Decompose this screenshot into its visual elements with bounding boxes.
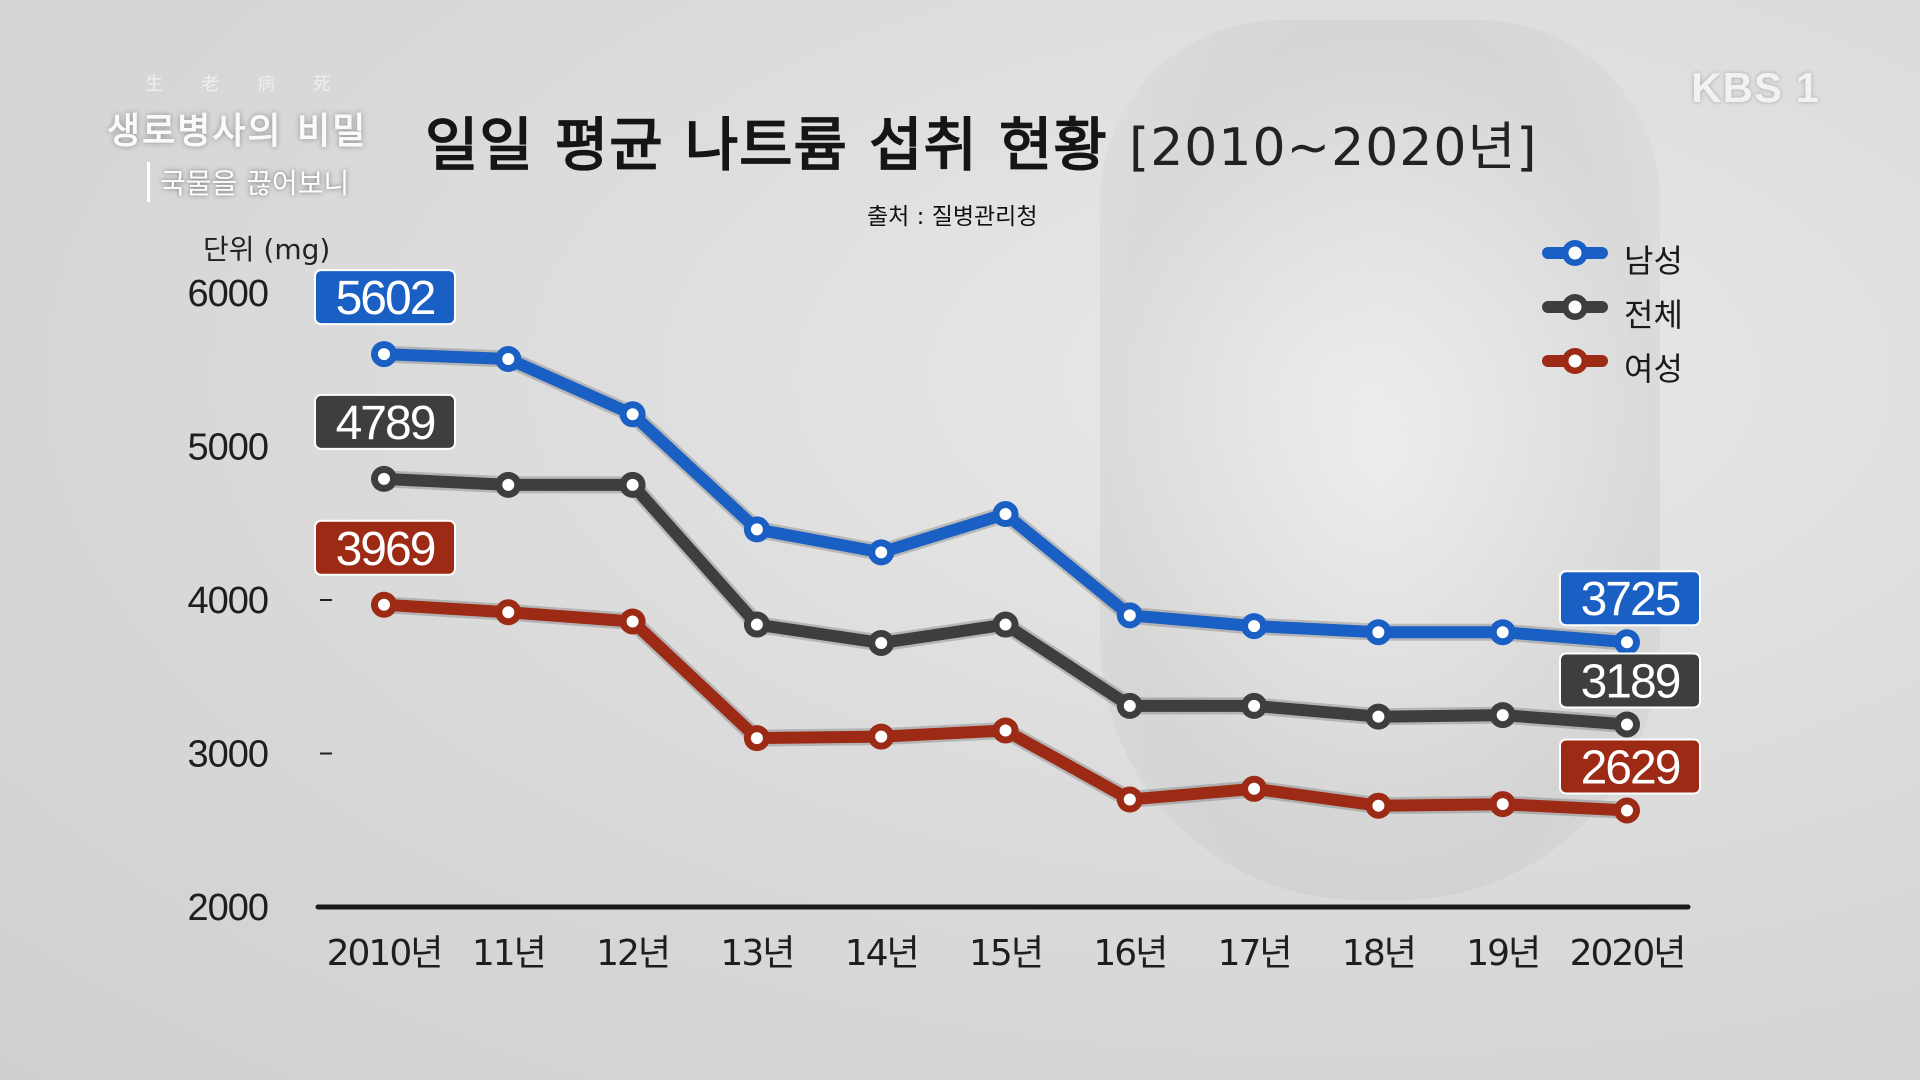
value-label-box-female — [314, 519, 456, 576]
data-point-center-female — [1620, 803, 1634, 818]
value-label-male: 3725 — [1581, 573, 1680, 626]
legend-swatch-male — [1542, 240, 1608, 266]
data-point-center-male — [625, 407, 640, 422]
y-tick-label: 3000 — [187, 734, 268, 776]
data-point-center-total — [377, 471, 391, 486]
data-point-center-female — [377, 597, 391, 612]
data-point-center-female — [749, 731, 764, 746]
data-point-center-female — [1247, 781, 1262, 796]
data-point-center-total — [625, 477, 640, 492]
logo-title: 생로병사의 비밀 — [107, 111, 368, 152]
x-tick-label: 14년 — [845, 933, 918, 974]
data-point-center-male — [1247, 619, 1262, 634]
program-logo: 生老病死 생로병사의 비밀 국물을 끊어보니 — [105, 70, 425, 210]
x-tick-label: 12년 — [596, 933, 669, 974]
x-tick-label: 13년 — [720, 933, 793, 974]
y-tick-label: 4000 — [187, 580, 268, 622]
legend-label-male: 남성 — [1624, 242, 1683, 280]
y-tick-label: 2000 — [187, 887, 268, 929]
series-line-shadow-male — [375, 345, 1636, 651]
value-label-box-male — [1559, 570, 1701, 627]
broadcaster-logo: KBS 1 — [1691, 64, 1820, 111]
legend-label-total: 전체 — [1624, 296, 1683, 334]
value-label-box-male — [314, 269, 456, 326]
data-point-center-female — [1371, 798, 1386, 813]
data-point-center-male — [1371, 625, 1386, 640]
x-tick-label: 11년 — [472, 933, 545, 974]
data-point-center-male — [377, 347, 391, 362]
legend-item-female: 여성 — [1542, 340, 1742, 394]
data-point-center-total — [749, 617, 764, 632]
chart-title-period: [2010~2020년] — [1128, 118, 1538, 178]
legend-item-total: 전체 — [1542, 286, 1742, 340]
data-point-center-total — [1247, 698, 1262, 713]
value-label-total: 3189 — [1581, 655, 1680, 708]
data-point-center-total — [874, 635, 889, 650]
data-point-center-male — [998, 507, 1013, 522]
episode-subtitle: 국물을 끊어보니 — [147, 162, 349, 202]
logo-hanja: 生老病死 — [145, 74, 369, 95]
data-point-center-male — [1495, 625, 1510, 640]
data-point-center-total — [1495, 708, 1510, 723]
x-tick-label: 17년 — [1218, 933, 1291, 974]
x-tick-label: 2020년 — [1570, 933, 1685, 974]
x-tick-label: 16년 — [1093, 933, 1166, 974]
data-point-center-female — [1495, 797, 1510, 812]
data-point-center-total — [1122, 698, 1137, 713]
data-point-center-female — [625, 614, 640, 629]
data-point-center-male — [1122, 608, 1137, 623]
data-point-center-female — [501, 605, 516, 620]
y-axis-unit-label: 단위 (mg) — [203, 233, 331, 266]
x-tick-label: 18년 — [1342, 933, 1415, 974]
chart-source: 출처 : 질병관리청 — [867, 204, 1038, 230]
data-point-center-female — [998, 723, 1013, 738]
data-point-center-male — [874, 545, 889, 560]
value-label-female: 3969 — [336, 523, 435, 576]
data-point-center-total — [998, 617, 1013, 632]
data-point-center-total — [501, 477, 516, 492]
chart-title-main: 일일 평균 나트륨 섭취 현황 — [425, 111, 1108, 179]
value-label-male: 5602 — [336, 272, 435, 325]
legend-swatch-total — [1542, 294, 1608, 320]
data-point-center-male — [501, 352, 516, 367]
y-tick-label: 6000 — [187, 273, 268, 315]
x-tick-label: 19년 — [1466, 933, 1539, 974]
legend-item-male: 남성 — [1542, 232, 1742, 286]
x-tick-label: 2010년 — [327, 933, 442, 974]
data-point-center-male — [749, 522, 764, 537]
value-label-female: 2629 — [1581, 741, 1680, 794]
data-point-center-total — [1371, 709, 1386, 724]
data-point-center-male — [1620, 635, 1634, 650]
y-tick-label: 5000 — [187, 427, 268, 469]
value-label-box-total — [1559, 652, 1701, 709]
legend-label-female: 여성 — [1624, 350, 1683, 388]
legend-swatch-female — [1542, 348, 1608, 374]
value-label-box-female — [1559, 738, 1701, 795]
data-point-center-female — [1122, 792, 1137, 807]
series-line-male — [378, 348, 1633, 649]
data-point-center-total — [1620, 717, 1634, 732]
value-label-total: 4789 — [336, 397, 435, 450]
x-tick-label: 15년 — [969, 933, 1042, 974]
data-point-center-female — [874, 729, 889, 744]
chart-title: 일일 평균 나트륨 섭취 현황 [2010~2020년] — [425, 98, 1538, 182]
value-label-box-total — [314, 393, 456, 450]
